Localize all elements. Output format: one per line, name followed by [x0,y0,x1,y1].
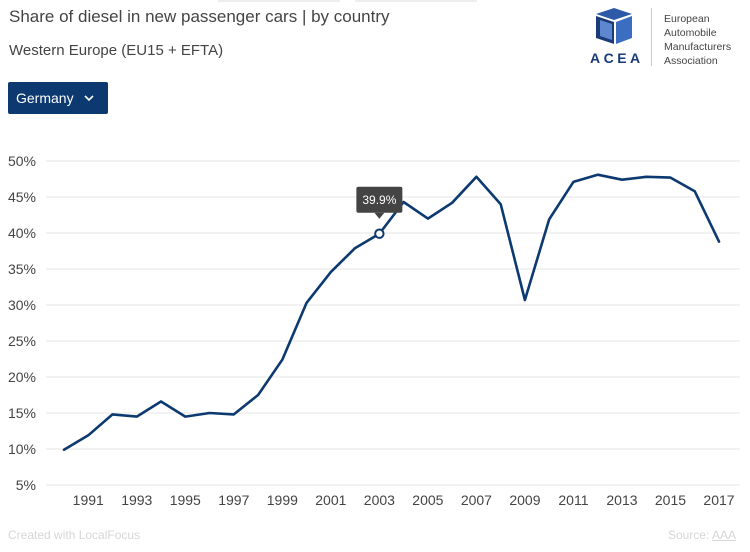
data-point-2005 [425,216,431,222]
footer-source-label: Source: [667,528,710,542]
tooltip-label: 39.9% [362,193,396,207]
y-tick-label: 10% [8,441,36,457]
tooltip-layer: 39.9% [356,186,403,239]
data-point-1999 [279,357,285,363]
y-tick-label: 50% [8,153,36,169]
data-point-1993 [134,414,140,420]
acea-emblem-icon [592,6,636,53]
y-tick-label: 30% [8,297,36,313]
tooltip-box [356,186,403,213]
data-point-2012 [595,172,601,178]
chevron-down-icon [84,93,94,104]
logo-divider [651,8,652,66]
acea-logo[interactable]: ACEA European Automobile Manufacturers A… [584,4,744,70]
highlight-point [374,228,385,239]
top-tab-indicator-2 [355,0,477,2]
x-tick-label: 2015 [655,492,686,508]
logo-acronym: ACEA [590,50,644,66]
data-point-2002 [352,245,358,251]
x-tick-label: 2013 [606,492,637,508]
x-tick-label: 1995 [170,492,201,508]
y-tick-label: 25% [8,333,36,349]
x-tick-label: 1991 [73,492,104,508]
footer-source-link[interactable]: AAA [711,528,736,542]
series-layer [61,172,722,453]
footer-source: Source: AAA [668,528,736,542]
data-point-1998 [255,392,261,398]
x-tick-label: 1997 [218,492,249,508]
y-axis: 5% 10% 15% 20% 25% 30% 35% 40% 45% 50% [8,153,36,493]
data-point-2013 [619,177,625,183]
chart-title: Share of diesel in new passenger cars | … [9,7,390,26]
footer-credit[interactable]: Created with LocalFocus [8,528,141,542]
x-tick-label: 2003 [364,492,395,508]
data-point-1995 [182,414,188,420]
logo-line-1: European [664,13,710,25]
country-select[interactable]: Germany [8,82,108,114]
logo-line-3: Manufacturers [664,41,732,53]
x-tick-label: 2011 [558,492,588,508]
data-point-2000 [304,300,310,306]
data-point-1997 [231,411,237,417]
data-point-2008 [498,201,504,207]
country-select-value: Germany [16,90,74,106]
data-point-2007 [473,174,479,180]
data-point-2009 [522,297,528,303]
y-tick-label: 15% [8,405,36,421]
series-line-germany [62,173,721,452]
top-tab-indicator-1 [218,0,340,2]
x-tick-label: 1993 [121,492,152,508]
x-tick-label: 1999 [267,492,298,508]
chart-subtitle: Western Europe (EU15 + EFTA) [9,42,224,59]
data-point-2010 [546,216,552,222]
logo-line-4: Association [664,55,718,67]
y-tick-label: 40% [8,225,36,241]
x-axis: 1991 1993 1995 1997 1999 2001 2003 2005 2007 2009… [73,492,735,508]
x-tick-label: 2007 [461,492,492,508]
logo-name: European Automobile Manufacturers Associ… [664,12,731,68]
y-tick-label: 20% [8,369,36,385]
data-point-1992 [110,411,116,417]
y-tick-label: 45% [8,189,36,205]
data-point-1994 [158,398,164,404]
x-tick-label: 2017 [703,492,734,508]
data-point-1990 [61,447,67,453]
tooltip-pointer [374,212,385,219]
y-tick-label: 5% [16,477,36,493]
x-tick-label: 2001 [315,492,346,508]
data-point-1991 [85,432,91,438]
x-tick-label: 2005 [412,492,443,508]
data-point-2015 [667,175,673,181]
data-point-2017 [716,239,722,245]
x-tick-label: 2009 [509,492,540,508]
data-point-2014 [643,174,649,180]
y-tick-label: 35% [8,261,36,277]
data-point-2016 [692,188,698,194]
data-point-2011 [570,179,576,185]
data-point-2006 [449,200,455,206]
data-point-2001 [328,269,334,275]
data-point-1996 [207,410,213,416]
logo-line-2: Automobile [664,27,717,39]
